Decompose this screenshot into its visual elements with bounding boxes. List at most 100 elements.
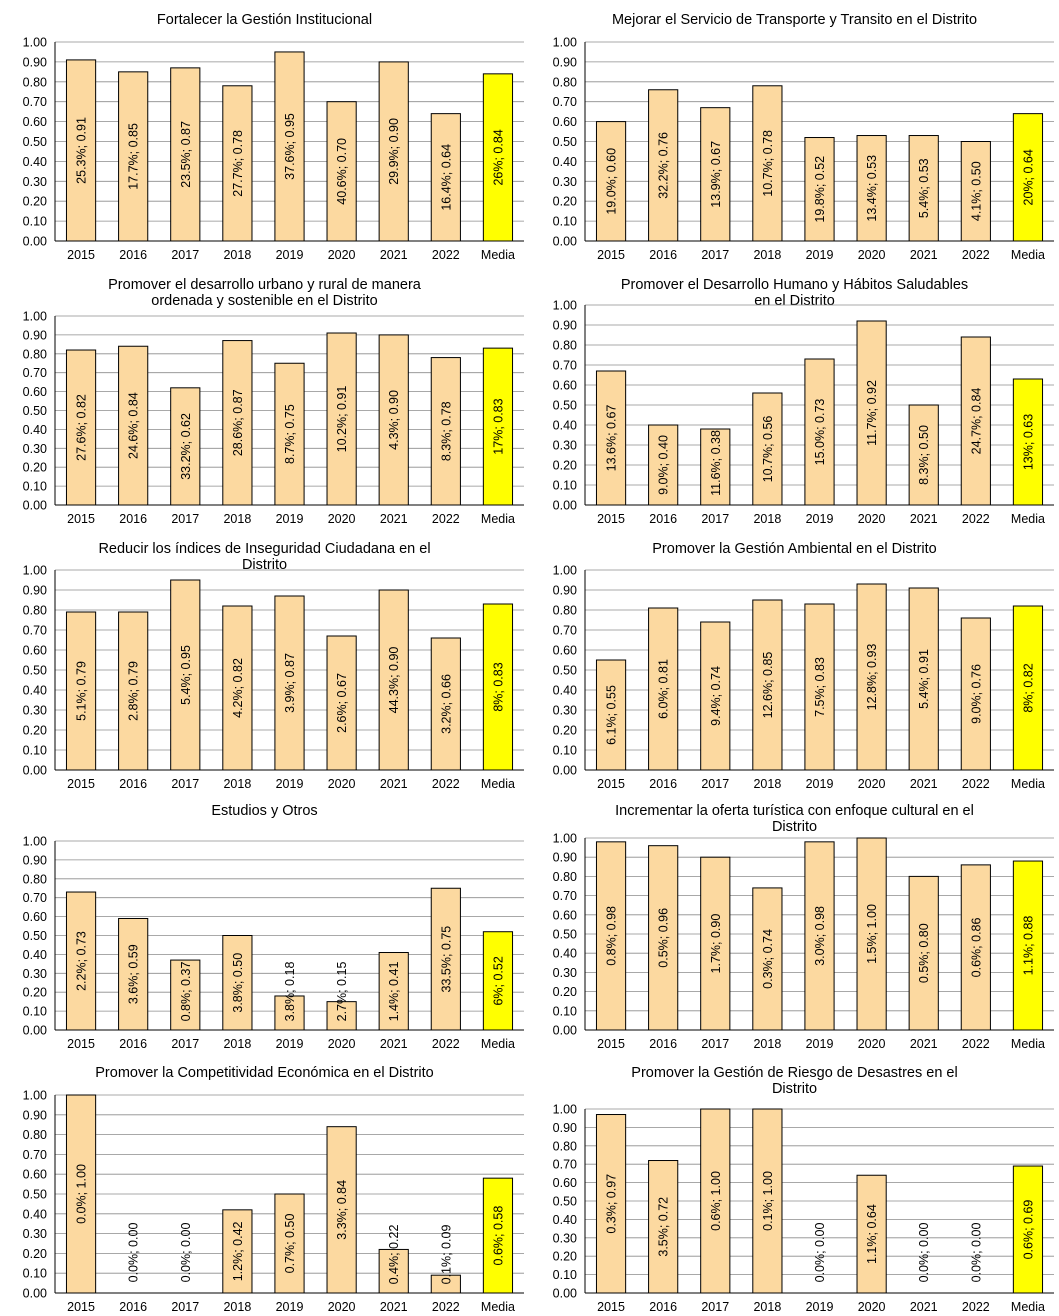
- x-tick-label: 2021: [910, 248, 938, 262]
- x-tick-label: 2015: [597, 248, 625, 262]
- y-tick-label: 0.30: [23, 1227, 47, 1241]
- y-tick-label: 0.70: [553, 1158, 577, 1172]
- y-tick-label: 0.40: [553, 155, 577, 169]
- bar: [648, 424, 679, 506]
- x-tick-label: 2020: [328, 1300, 356, 1314]
- data-label: 0.8%; 0.37: [179, 962, 193, 1022]
- chart-panel-estudios: Estudios y Otros 0.00 0.10 0.20 0.30 0.40 0.5…: [0, 803, 529, 1058]
- x-tick-label: 2020: [328, 512, 356, 526]
- bar-chart: 0.00 0.10 0.20 0.30 0.40 0.50 0.60 0.70 0.80 0.90…: [23, 310, 524, 526]
- data-label: 0.5%; 0.80: [917, 923, 931, 983]
- bar: [274, 51, 305, 242]
- media-bar: [482, 73, 514, 242]
- y-tick-label: 0.80: [553, 604, 577, 618]
- data-label: 0.4%; 0.22: [387, 1225, 401, 1285]
- bar: [222, 340, 253, 506]
- data-label: 0.0%; 0.00: [813, 1223, 827, 1283]
- x-tick-label: 2019: [806, 248, 834, 262]
- data-label: 2.7%; 0.15: [335, 962, 349, 1022]
- x-tick-label: 2015: [597, 1300, 625, 1314]
- bar: [648, 845, 679, 1031]
- y-tick-label: 0.10: [553, 215, 577, 229]
- y-tick-label: 1.00: [23, 564, 47, 578]
- x-tick-label: 2019: [806, 777, 834, 791]
- x-tick-label: 2017: [701, 1037, 729, 1051]
- y-tick-label: 0.30: [553, 175, 577, 189]
- x-tick-label: 2021: [910, 1300, 938, 1314]
- y-tick-label: 0.20: [23, 195, 47, 209]
- x-tick-label: 2016: [119, 777, 147, 791]
- data-label: 20%; 0.64: [1021, 149, 1035, 205]
- x-tick-label: 2022: [432, 512, 460, 526]
- x-tick-label: 2015: [597, 777, 625, 791]
- data-label: 1.2%; 0.42: [231, 1221, 245, 1281]
- bar: [378, 61, 409, 242]
- x-tick-label: Media: [1011, 1037, 1045, 1051]
- x-tick-label: 2020: [858, 1037, 886, 1051]
- data-label: 4.2%; 0.82: [231, 658, 245, 718]
- data-label: 4.3%; 0.90: [387, 390, 401, 450]
- y-tick-label: 1.00: [553, 36, 577, 50]
- media-bar: [482, 931, 514, 1031]
- x-tick-label: 2016: [649, 777, 677, 791]
- data-label: 11.6%; 0.38: [709, 430, 723, 496]
- x-tick-label: 2022: [432, 777, 460, 791]
- x-tick-label: 2017: [701, 248, 729, 262]
- x-tick-label: 2018: [753, 1300, 781, 1314]
- bar: [430, 1274, 461, 1294]
- y-tick-label: 0.30: [553, 439, 577, 453]
- y-tick-label: 0.40: [23, 684, 47, 698]
- x-tick-label: 2017: [171, 777, 199, 791]
- y-tick-label: 0.80: [553, 1139, 577, 1153]
- y-tick-label: 0.00: [23, 235, 47, 249]
- y-tick-label: 0.00: [23, 499, 47, 513]
- bar: [804, 358, 835, 506]
- bar: [856, 837, 887, 1031]
- y-tick-label: 1.00: [23, 1089, 47, 1103]
- y-tick-label: 0.20: [23, 461, 47, 475]
- data-label: 0.0%; 1.00: [75, 1164, 89, 1224]
- bar: [856, 320, 887, 506]
- y-tick-label: 0.60: [553, 379, 577, 393]
- y-tick-label: 0.40: [553, 1213, 577, 1227]
- data-label: 13.9%; 0.67: [709, 141, 723, 208]
- x-tick-label: 2015: [67, 1300, 95, 1314]
- y-tick-label: 0.00: [553, 1287, 577, 1301]
- bar: [804, 841, 835, 1031]
- data-label: 0.0%; 0.00: [969, 1223, 983, 1283]
- data-label: 3.8%; 0.50: [231, 953, 245, 1013]
- bar-chart: 0.00 0.10 0.20 0.30 0.40 0.50 0.60 0.70 0.80 0.90…: [23, 1089, 524, 1314]
- x-tick-label: 2021: [380, 512, 408, 526]
- y-tick-label: 0.10: [553, 479, 577, 493]
- bar: [856, 135, 887, 242]
- data-label: 0.3%; 0.74: [761, 929, 775, 989]
- data-label: 3.6%; 0.59: [127, 944, 141, 1004]
- x-tick-label: 2021: [380, 777, 408, 791]
- bar: [118, 917, 149, 1031]
- data-label: 3.2%; 0.66: [439, 674, 453, 734]
- data-label: 4.1%; 0.50: [969, 161, 983, 221]
- chart-panel-transporte: Mejorar el Servicio de Transporte y Tran…: [530, 12, 1059, 274]
- y-tick-label: 0.70: [553, 889, 577, 903]
- y-tick-label: 0.30: [23, 967, 47, 981]
- y-tick-label: 1.00: [23, 36, 47, 50]
- bar: [752, 85, 783, 242]
- data-label: 10.7%; 0.78: [761, 130, 775, 197]
- data-label: 0.3%; 0.97: [605, 1174, 619, 1234]
- bar: [65, 891, 97, 1031]
- x-tick-label: 2022: [432, 248, 460, 262]
- bar: [700, 621, 731, 771]
- y-tick-label: 0.80: [553, 339, 577, 353]
- bar: [274, 362, 305, 506]
- x-tick-label: 2021: [910, 777, 938, 791]
- x-tick-label: 2021: [910, 1037, 938, 1051]
- media-bar: [1012, 113, 1044, 242]
- y-tick-label: 0.30: [23, 175, 47, 189]
- x-tick-label: 2019: [276, 1037, 304, 1051]
- chart-panel-gestion-ambiental: Promover la Gestión Ambiental en el Dist…: [530, 541, 1059, 797]
- y-tick-label: 0.50: [23, 135, 47, 149]
- data-label: 8.3%; 0.78: [439, 401, 453, 461]
- data-label: 3.8%; 0.18: [283, 962, 297, 1022]
- x-tick-label: 2022: [962, 1037, 990, 1051]
- y-tick-label: 0.90: [23, 55, 47, 69]
